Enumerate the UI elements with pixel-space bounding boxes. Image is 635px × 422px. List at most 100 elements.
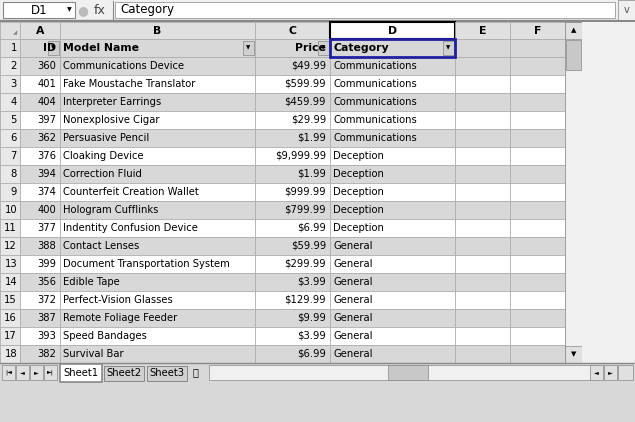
Bar: [330, 219, 455, 237]
Text: Sheet3: Sheet3: [149, 368, 185, 378]
Text: ▼: ▼: [446, 46, 451, 51]
Bar: [60, 129, 255, 147]
Bar: [455, 309, 510, 327]
Bar: [455, 273, 510, 291]
Bar: [455, 183, 510, 201]
Bar: [510, 111, 565, 129]
Bar: [330, 309, 455, 327]
Bar: [0, 147, 20, 165]
Text: 382: 382: [37, 349, 56, 359]
Text: 393: 393: [37, 331, 56, 341]
Bar: [510, 309, 565, 327]
Bar: [330, 255, 455, 273]
Bar: [20, 93, 60, 111]
Bar: [0, 183, 20, 201]
Bar: [255, 111, 330, 129]
Bar: [255, 309, 330, 327]
Text: Communications: Communications: [333, 61, 417, 71]
Bar: [60, 93, 255, 111]
Bar: [330, 237, 455, 255]
Bar: [115, 2, 615, 18]
Bar: [510, 165, 565, 183]
Text: 387: 387: [37, 313, 56, 323]
Bar: [20, 201, 60, 219]
Text: 9: 9: [11, 187, 17, 197]
Text: $999.99: $999.99: [284, 187, 326, 197]
Bar: [20, 129, 60, 147]
Bar: [255, 255, 330, 273]
Bar: [255, 273, 330, 291]
Bar: [0, 165, 20, 183]
Bar: [330, 57, 455, 75]
Text: 14: 14: [4, 277, 17, 287]
Text: 377: 377: [37, 223, 56, 233]
Bar: [255, 219, 330, 237]
Bar: [455, 129, 510, 147]
Text: Survival Bar: Survival Bar: [63, 349, 124, 359]
Text: C: C: [288, 25, 297, 35]
Text: Fake Moustache Translator: Fake Moustache Translator: [63, 79, 196, 89]
Text: $3.99: $3.99: [297, 277, 326, 287]
Text: Persuasive Pencil: Persuasive Pencil: [63, 133, 149, 143]
Bar: [510, 147, 565, 165]
Text: ◢: ◢: [13, 30, 17, 35]
Bar: [330, 327, 455, 345]
Text: 400: 400: [37, 205, 56, 215]
Bar: [20, 165, 60, 183]
Bar: [255, 327, 330, 345]
Bar: [590, 365, 603, 380]
Bar: [20, 237, 60, 255]
Text: 🗋: 🗋: [192, 368, 198, 378]
Bar: [0, 39, 20, 57]
Bar: [565, 346, 582, 363]
Text: 13: 13: [4, 259, 17, 269]
Text: General: General: [333, 241, 373, 251]
Text: 2: 2: [11, 61, 17, 71]
Text: Contact Lenses: Contact Lenses: [63, 241, 139, 251]
Text: Perfect-Vision Glasses: Perfect-Vision Glasses: [63, 295, 173, 305]
Text: $9.99: $9.99: [297, 313, 326, 323]
Text: Communications Device: Communications Device: [63, 61, 184, 71]
Bar: [60, 183, 255, 201]
Text: Category: Category: [120, 3, 174, 16]
Text: v: v: [624, 5, 629, 15]
Text: $3.99: $3.99: [297, 331, 326, 341]
Bar: [0, 363, 635, 422]
Bar: [60, 57, 255, 75]
Text: Correction Fluid: Correction Fluid: [63, 169, 142, 179]
Text: |◄: |◄: [5, 370, 12, 375]
Text: 397: 397: [37, 115, 56, 125]
Bar: [0, 129, 20, 147]
Bar: [104, 366, 144, 381]
Text: ▼: ▼: [321, 46, 326, 51]
Text: ▼: ▼: [67, 8, 71, 13]
Text: 8: 8: [11, 169, 17, 179]
Text: 3: 3: [11, 79, 17, 89]
Text: 401: 401: [37, 79, 56, 89]
Text: Deception: Deception: [333, 169, 384, 179]
Text: Deception: Deception: [333, 223, 384, 233]
Bar: [60, 165, 255, 183]
Bar: [60, 201, 255, 219]
Bar: [443, 41, 454, 55]
Bar: [510, 327, 565, 345]
Bar: [255, 93, 330, 111]
Text: E: E: [479, 25, 486, 35]
Bar: [0, 22, 20, 39]
Text: ◄: ◄: [20, 370, 25, 375]
Bar: [330, 273, 455, 291]
Text: 16: 16: [4, 313, 17, 323]
Bar: [255, 237, 330, 255]
Bar: [20, 183, 60, 201]
Bar: [20, 219, 60, 237]
Text: 376: 376: [37, 151, 56, 161]
Bar: [330, 345, 455, 363]
Text: $6.99: $6.99: [297, 349, 326, 359]
Bar: [510, 237, 565, 255]
Text: General: General: [333, 313, 373, 323]
Text: ●: ●: [77, 5, 88, 17]
Text: 15: 15: [4, 295, 17, 305]
Bar: [330, 183, 455, 201]
Text: ▲: ▲: [571, 27, 576, 33]
Bar: [0, 309, 20, 327]
